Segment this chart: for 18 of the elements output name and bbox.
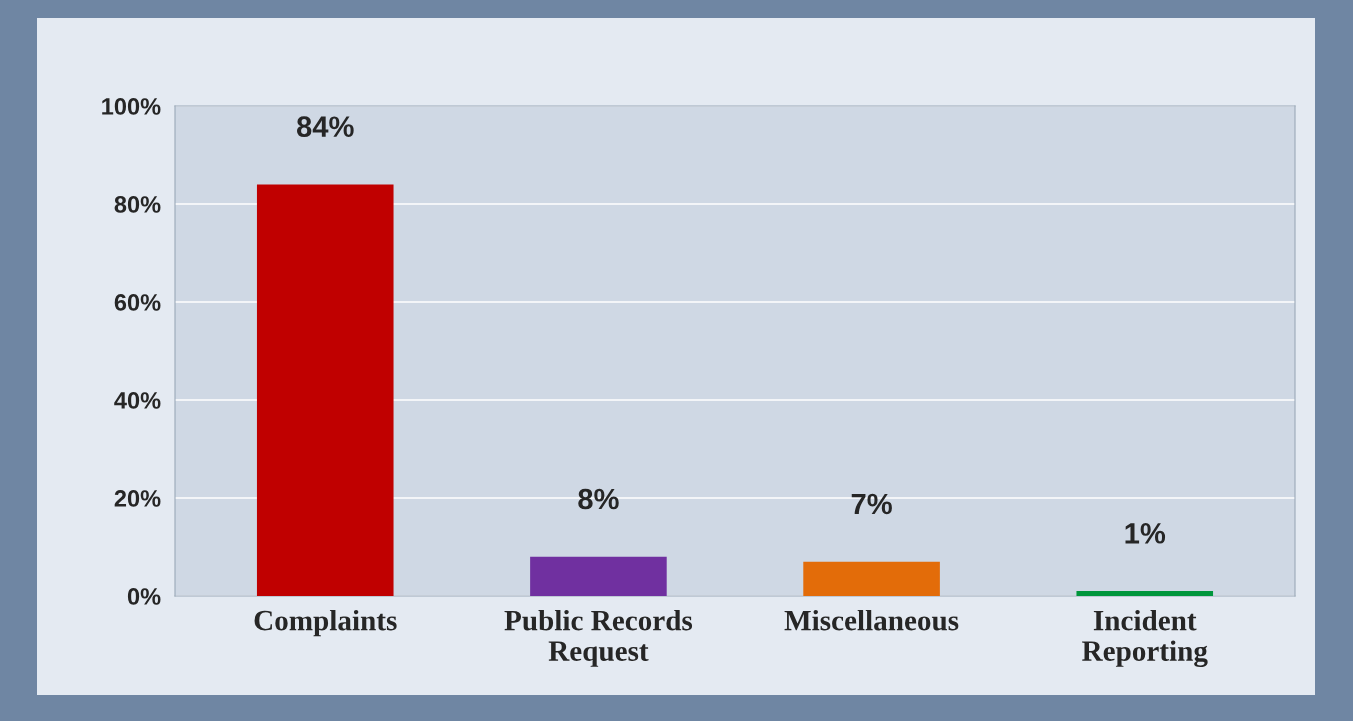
bar xyxy=(1076,591,1214,596)
bar xyxy=(256,184,394,596)
y-tick-label: 40% xyxy=(114,392,161,409)
bar xyxy=(530,556,667,596)
data-label: 8% xyxy=(578,488,619,510)
x-tick-label: Incident Reporting xyxy=(1082,609,1208,668)
y-tick-label: 20% xyxy=(114,490,161,507)
y-tick-label: 0% xyxy=(127,588,161,605)
bar xyxy=(803,561,940,596)
x-tick-label: Miscellaneous xyxy=(784,609,959,631)
y-tick-label: 80% xyxy=(114,196,161,213)
y-tick-label: 60% xyxy=(114,294,161,311)
x-tick-label: Complaints xyxy=(254,609,397,637)
x-tick-label: Public Records Request xyxy=(504,609,693,667)
data-label: 1% xyxy=(1125,523,1166,544)
data-label: 7% xyxy=(851,493,892,515)
y-tick-label: 100% xyxy=(102,98,161,115)
data-label: 84% xyxy=(296,116,354,137)
